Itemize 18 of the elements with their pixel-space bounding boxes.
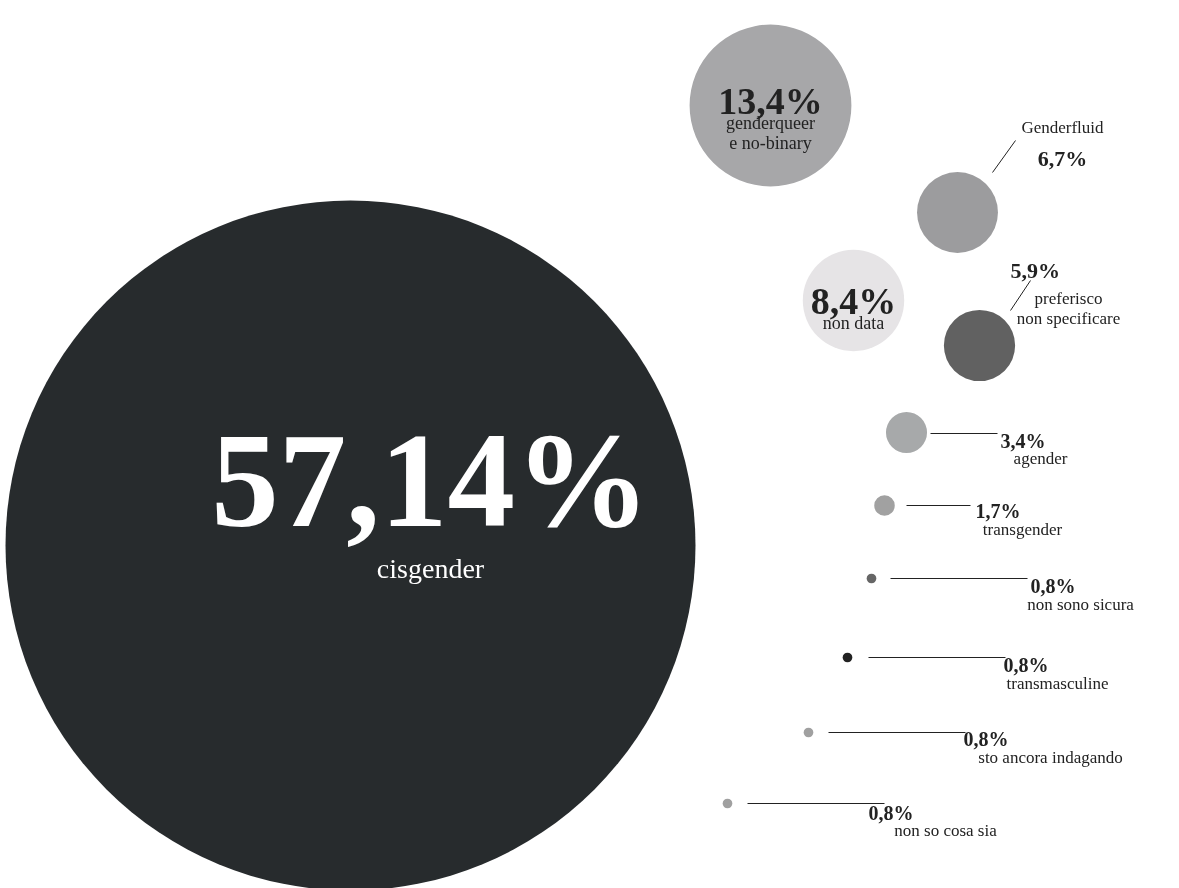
data-label: 0,8% — [1003, 653, 1049, 676]
category-label: sto ancora indagando — [978, 748, 1123, 767]
data-label: 5,9% — [1010, 258, 1060, 283]
data-label: 0,8% — [1030, 574, 1076, 597]
data-label: 57,14% — [211, 406, 650, 555]
data-label: 1,7% — [975, 499, 1021, 522]
data-label: 6,7% — [1037, 146, 1088, 171]
category-label: agender — [1013, 449, 1068, 468]
category-label: Genderfluid — [1021, 118, 1105, 137]
data-label: 0,8% — [963, 727, 1009, 750]
category-label: preferisco non specificare — [1016, 289, 1121, 328]
category-label: cisgender — [376, 553, 485, 584]
data-label: 0,8% — [868, 801, 914, 824]
data-label: 3,4% — [1000, 429, 1046, 452]
category-label: transmasculine — [1006, 674, 1109, 693]
category-label: non so cosa sia — [894, 821, 998, 840]
category-label: transgender — [982, 520, 1063, 539]
category-label: non sono sicura — [1027, 595, 1135, 614]
